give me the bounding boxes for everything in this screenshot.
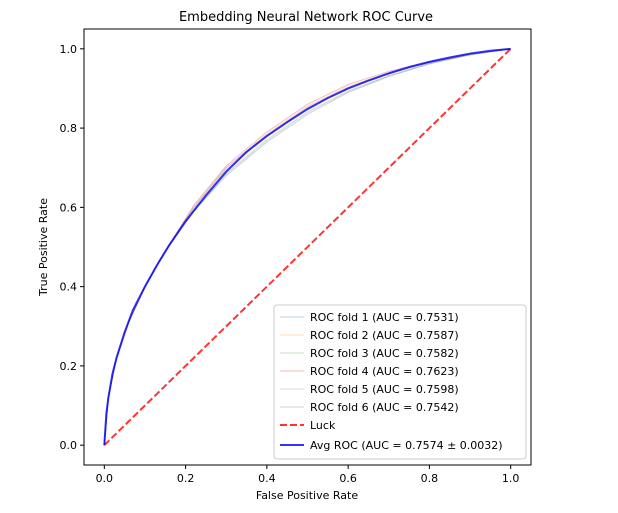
legend-label: ROC fold 6 (AUC = 0.7542)	[310, 401, 459, 414]
chart-title: Embedding Neural Network ROC Curve	[179, 10, 433, 25]
legend-label: Avg ROC (AUC = 0.7574 ± 0.0032)	[310, 439, 503, 452]
x-tick-label: 0.8	[421, 472, 439, 485]
series-line-7	[103, 48, 512, 446]
legend-label: ROC fold 1 (AUC = 0.7531)	[310, 311, 459, 324]
legend-label: ROC fold 2 (AUC = 0.7587)	[310, 329, 459, 342]
plot-frame	[83, 28, 532, 466]
legend-box	[273, 304, 527, 460]
x-tick-label: 0.2	[177, 472, 195, 485]
x-axis: 0.0 0.2 0.4 0.6 0.8 1.0	[96, 465, 520, 485]
x-axis-label: False Positive Rate	[256, 489, 358, 502]
y-tick-label: 0.4	[60, 281, 78, 294]
series-line-8	[103, 47, 511, 446]
x-tick-label: 0.0	[96, 472, 114, 485]
legend-label: ROC fold 4 (AUC = 0.7623)	[310, 365, 459, 378]
y-tick-label: 0.0	[60, 439, 78, 452]
legend: ROC fold 1 (AUC = 0.7531) ROC fold 2 (AUC…	[273, 304, 527, 460]
plot-lines	[103, 47, 512, 446]
legend-label: ROC fold 5 (AUC = 0.7598)	[310, 383, 459, 396]
x-tick-label: 0.6	[339, 472, 357, 485]
legend-label: Luck	[310, 419, 336, 432]
y-tick-label: 0.6	[60, 201, 78, 214]
y-tick-label: 1.0	[60, 43, 78, 56]
legend-label: ROC fold 3 (AUC = 0.7582)	[310, 347, 459, 360]
y-tick-label: 0.2	[60, 360, 78, 373]
y-tick-label: 0.8	[60, 122, 78, 135]
y-axis: 0.0 0.2 0.4 0.6 0.8 1.0	[60, 43, 84, 452]
x-tick-label: 1.0	[502, 472, 520, 485]
y-axis-label: True Positive Rate	[37, 198, 50, 297]
x-tick-label: 0.4	[258, 472, 276, 485]
